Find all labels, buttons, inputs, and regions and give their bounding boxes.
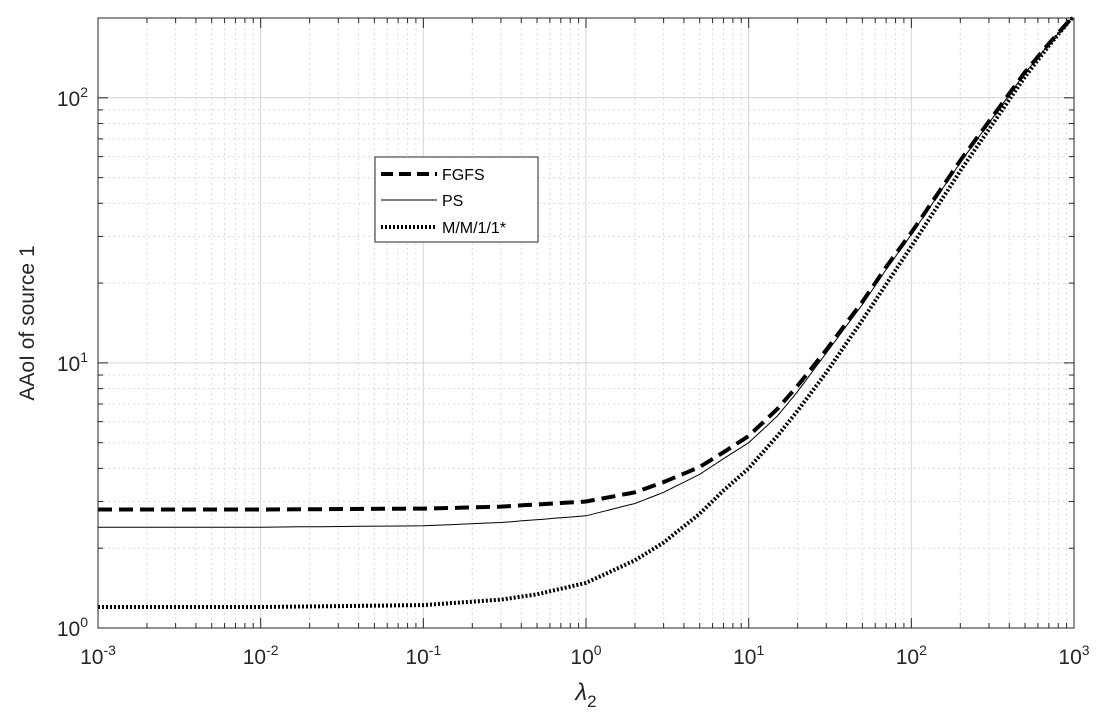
y-axis-label: AAoI of source 1 [16, 245, 39, 400]
y-tick-label-exponent: 2 [80, 84, 88, 100]
y-tick-label-base: 10 [57, 353, 80, 376]
x-tick-label: 100 [570, 642, 601, 669]
series-line-0 [98, 16, 1075, 512]
x-tick-label-base: 10 [1058, 646, 1081, 669]
y-tick-label-exponent: 0 [80, 614, 88, 630]
tick-marks [97, 17, 1075, 629]
x-tick-label: 10-2 [243, 642, 279, 669]
x-tick-label-base: 10 [570, 646, 593, 669]
y-tick-label-base: 10 [57, 88, 80, 111]
grid [97, 17, 1074, 628]
x-tick-label-exponent: 2 [919, 642, 927, 658]
x-tick-label-base: 10 [896, 646, 919, 669]
x-axis-label: λ2 [573, 679, 596, 711]
y-tick-label: 100 [57, 614, 88, 641]
x-tick-label-base: 10 [733, 646, 756, 669]
x-tick-label: 102 [896, 642, 927, 669]
x-tick-label: 10-1 [405, 642, 441, 669]
x-tick-label-exponent: 0 [594, 642, 602, 658]
x-tick-label: 10-3 [80, 642, 116, 669]
x-tick-label-base: 10 [405, 646, 428, 669]
y-tick-label-base: 10 [57, 618, 80, 641]
y-tick-label: 102 [57, 84, 88, 111]
series-lines [98, 16, 1075, 609]
y-tick-label: 101 [57, 349, 88, 376]
x-tick-label-base: 10 [243, 646, 266, 669]
series-line-1 [98, 17, 1075, 528]
x-tick-label: 101 [733, 642, 764, 669]
x-tick-label-exponent: -1 [429, 642, 442, 658]
legend: FGFS PS M/M/1/1* [374, 156, 539, 243]
legend-label-ps: PS [442, 193, 463, 210]
legend-label-mm11: M/M/1/1* [442, 220, 506, 237]
x-axis-label-symbol: λ [573, 679, 587, 706]
legend-label-fgfs: FGFS [442, 167, 485, 184]
x-tick-label-exponent: -3 [103, 642, 116, 658]
x-tick-labels: 10-3 10-2 10-1 100 101 102 103 [80, 642, 1090, 669]
x-tick-label-exponent: 3 [1082, 642, 1090, 658]
x-tick-label-base: 10 [80, 646, 103, 669]
y-tick-label-exponent: 1 [80, 349, 88, 365]
x-tick-label: 103 [1058, 642, 1089, 669]
x-axis-label-subscript: 2 [587, 692, 596, 711]
x-tick-label-exponent: 1 [756, 642, 764, 658]
x-tick-label-exponent: -2 [266, 642, 279, 658]
